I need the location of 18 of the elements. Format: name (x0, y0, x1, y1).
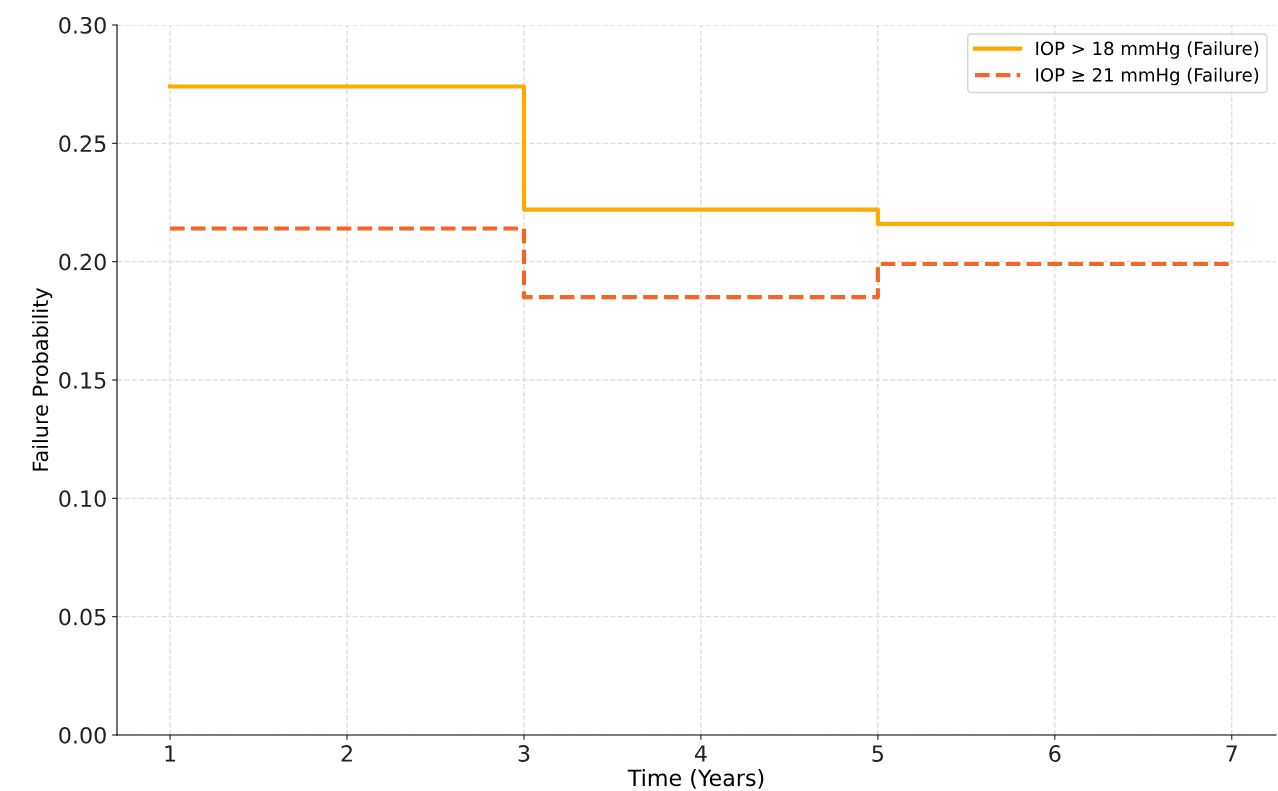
y-tick-label: 0.25 (59, 135, 106, 153)
y-tick-label: 0.30 (59, 16, 106, 34)
x-tick-label: 7 (1226, 745, 1237, 762)
legend-label: IOP > 18 mmHg (Failure) (1036, 41, 1259, 59)
x-tick-label: 2 (341, 745, 352, 762)
x-tick-label: 4 (694, 745, 707, 762)
y-tick-label: 0.20 (59, 253, 106, 271)
y-tick-label: 0.10 (59, 490, 106, 508)
y-tick-label: 0.00 (59, 726, 106, 744)
x-tick-label: 5 (872, 745, 883, 762)
y-axis-title: Failure Probability (32, 287, 53, 471)
y-tick-label: 0.15 (59, 371, 106, 389)
x-tick-label: 6 (1049, 745, 1061, 762)
x-tick-label: 1 (165, 745, 176, 762)
x-axis-title: Time (Years) (627, 769, 764, 789)
y-tick-label: 0.05 (59, 608, 106, 626)
legend-label: IOP ≥ 21 mmHg (Failure) (1036, 67, 1259, 86)
x-tick-label: 3 (518, 745, 530, 762)
